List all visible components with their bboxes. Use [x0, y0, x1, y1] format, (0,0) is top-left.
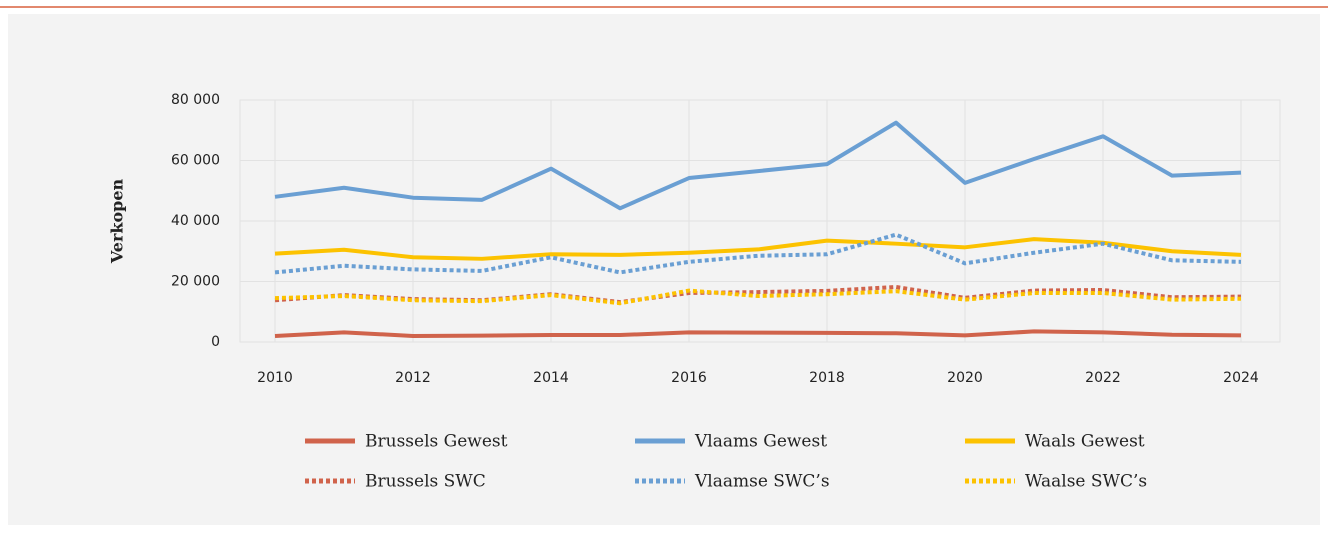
- series-line: [274, 288, 1242, 306]
- y-axis-label: Verkopen: [108, 178, 127, 264]
- legend-label: Brussels SWC: [365, 472, 486, 492]
- series-line: [274, 120, 1242, 211]
- x-tick-label: 2018: [809, 370, 845, 386]
- legend-label: Brussels Gewest: [365, 432, 508, 452]
- legend-label: Vlaamse SWC’s: [694, 472, 830, 492]
- x-tick-label: 2012: [395, 370, 431, 386]
- legend-label: Vlaams Gewest: [694, 432, 827, 452]
- x-tick-label: 2010: [257, 370, 293, 386]
- y-tick-label: 80 000: [171, 92, 220, 108]
- legend-label: Waals Gewest: [1025, 432, 1145, 452]
- y-tick-label: 20 000: [171, 274, 220, 290]
- x-tick-label: 2022: [1085, 370, 1121, 386]
- y-tick-label: 60 000: [171, 153, 220, 169]
- series-line: [274, 232, 1242, 275]
- y-tick-label: 0: [211, 334, 220, 350]
- x-tick-label: 2016: [671, 370, 707, 386]
- series-line: [274, 237, 1242, 261]
- y-tick-label: 40 000: [171, 213, 220, 229]
- series-line: [274, 329, 1242, 338]
- x-tick-label: 2014: [533, 370, 569, 386]
- legend-label: Waalse SWC’s: [1025, 472, 1147, 492]
- x-tick-label: 2020: [947, 370, 983, 386]
- x-tick-label: 2024: [1223, 370, 1259, 386]
